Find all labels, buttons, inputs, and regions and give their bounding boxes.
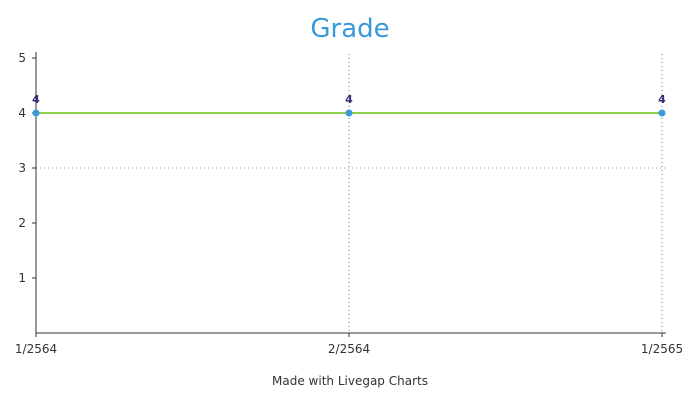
y-tick-label: 5	[18, 51, 26, 65]
series-layer: 4 4 4	[32, 93, 666, 117]
data-label: 4	[658, 93, 666, 106]
data-label: 4	[32, 93, 40, 106]
x-tick-label: 2/2564	[328, 342, 370, 356]
data-point	[345, 109, 353, 117]
data-point	[658, 109, 666, 117]
data-label: 4	[345, 93, 353, 106]
chart-title: Grade	[310, 14, 389, 44]
gridlines	[36, 54, 666, 333]
credit-text: Made with Livegap Charts	[272, 374, 428, 388]
x-tick-labels: 1/2564 2/2564 1/2565	[15, 333, 683, 356]
y-tick-label: 3	[18, 161, 26, 175]
y-tick-labels: 1 2 3 4 5	[18, 51, 36, 285]
x-tick-label: 1/2565	[641, 342, 683, 356]
data-point	[32, 109, 40, 117]
x-tick-label: 1/2564	[15, 342, 57, 356]
y-tick-label: 2	[18, 216, 26, 230]
y-tick-label: 1	[18, 271, 26, 285]
y-tick-label: 4	[18, 106, 26, 120]
